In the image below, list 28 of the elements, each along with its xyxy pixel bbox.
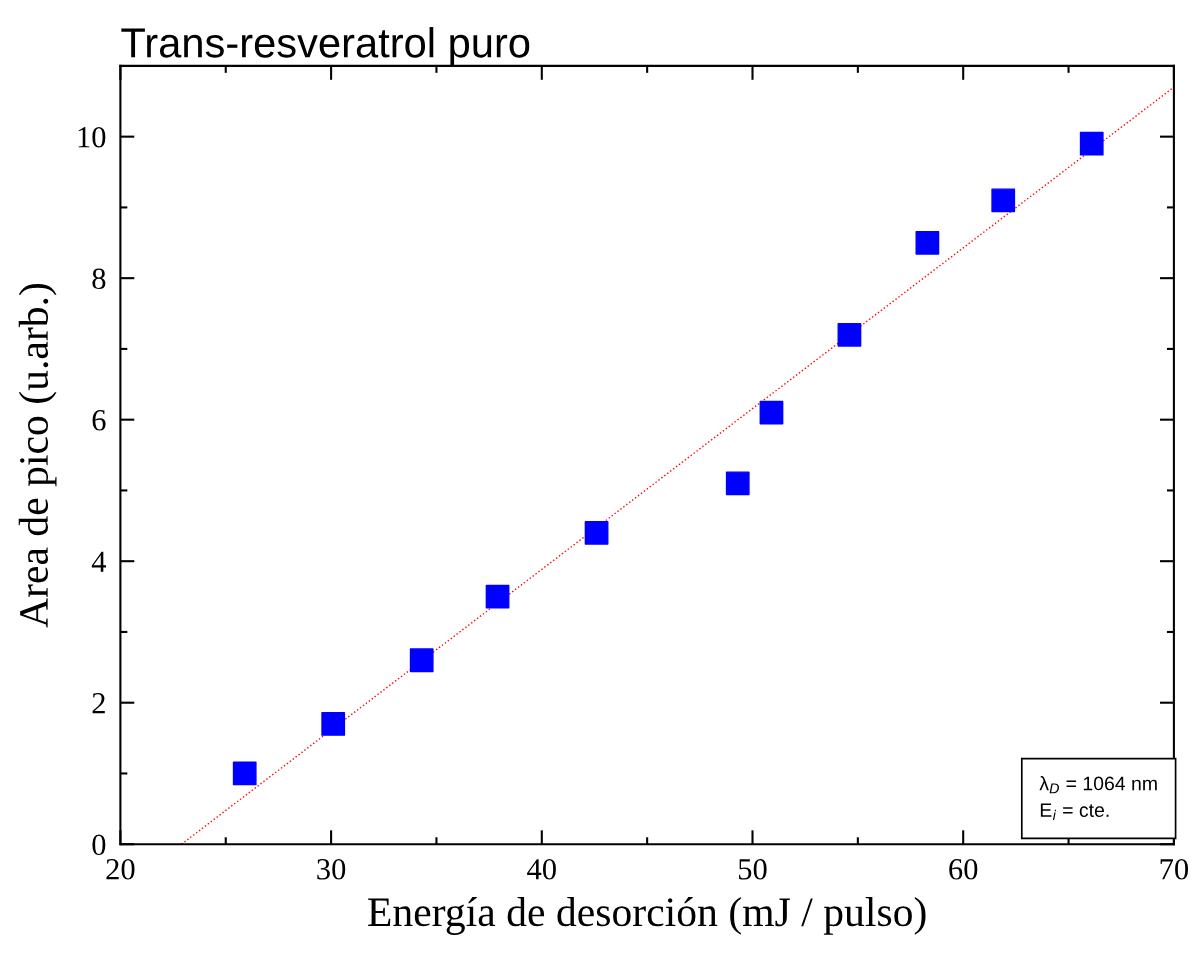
- annotation: λ$_{D}$ = 1064 nm: [1039, 776, 1157, 794]
- point: [232, 761, 257, 786]
- x-tick-label: 60: [949, 858, 978, 880]
- point: [837, 322, 862, 347]
- y-tick-label: 8: [92, 268, 106, 290]
- x-tick-label: 50: [739, 858, 767, 880]
- y-tick-label: 0: [92, 834, 106, 856]
- point: [759, 400, 784, 425]
- x-tick-label: 30: [317, 858, 346, 880]
- x-tick-label: 70: [1160, 858, 1189, 880]
- point: [321, 712, 346, 736]
- x-tick-label: 20: [106, 858, 135, 880]
- y-axis-title: Area de pico (u.arb.): [18, 283, 57, 628]
- chart-title: Trans-resveratrol puro: [121, 27, 530, 66]
- x-axis-title: Energía de desorción (mJ / pulso): [368, 896, 926, 935]
- y-tick-label: 4: [91, 551, 107, 572]
- y-tick-label: 2: [92, 693, 105, 714]
- point: [1079, 131, 1104, 156]
- point: [485, 584, 510, 609]
- point: [584, 520, 609, 545]
- y-tick-label: 10: [78, 126, 106, 148]
- x-tick-label: 40: [527, 858, 556, 880]
- point: [915, 230, 940, 255]
- point: [991, 188, 1016, 213]
- y-tick-label: 6: [92, 410, 106, 431]
- point: [409, 648, 434, 673]
- annotation: E$_{i}$ = cte.: [1040, 803, 1109, 820]
- point: [725, 471, 750, 496]
